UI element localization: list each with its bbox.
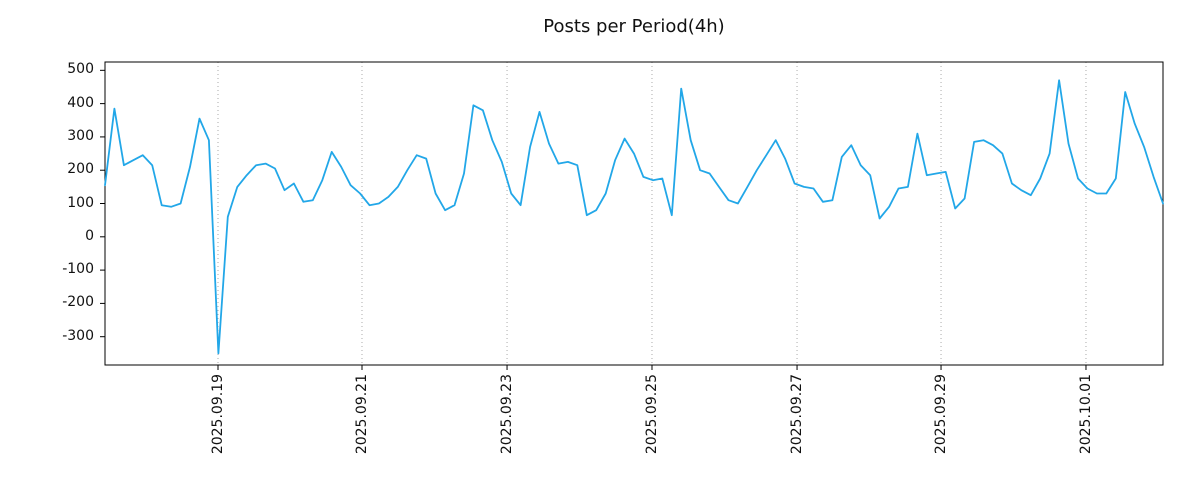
- y-tick-label: -200: [62, 294, 94, 311]
- y-tick-label: 200: [67, 161, 94, 178]
- x-tick-label: 2025.09.29: [933, 374, 950, 455]
- y-tick-label: 100: [67, 194, 94, 211]
- y-tick-label: -100: [62, 261, 94, 278]
- y-tick-label: -300: [62, 327, 94, 344]
- y-tick-label: 0: [85, 227, 94, 244]
- x-tick-label: 2025.09.21: [353, 374, 370, 455]
- x-tick-label: 2025.10.01: [1077, 374, 1094, 455]
- chart-title: Posts per Period(4h): [543, 16, 725, 37]
- y-tick-label: 300: [67, 127, 94, 144]
- x-tick-label: 2025.09.27: [789, 374, 806, 455]
- x-tick-label: 2025.09.19: [209, 374, 226, 455]
- x-tick-label: 2025.09.23: [499, 374, 516, 455]
- x-tick-label: 2025.09.25: [643, 374, 660, 455]
- y-tick-label: 400: [67, 94, 94, 111]
- y-tick-label: 500: [67, 61, 94, 78]
